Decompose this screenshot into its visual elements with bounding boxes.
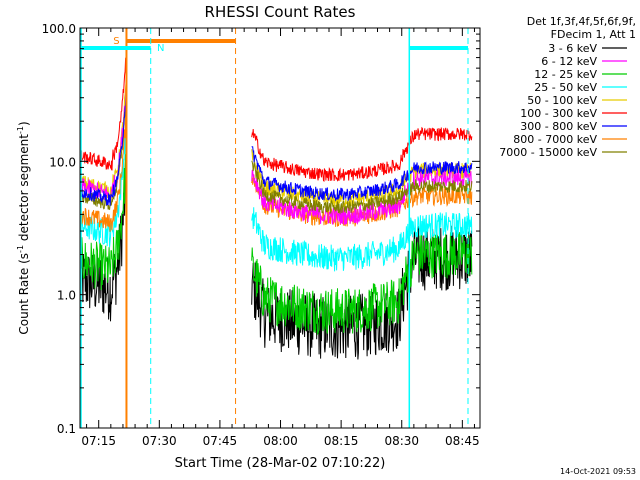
plot-frame: [79, 27, 481, 429]
series-layer: [79, 56, 473, 360]
legend-label-2: 12 - 25 keV: [534, 68, 597, 81]
series-line-5-pre: [79, 56, 127, 171]
legend-label-8: 7000 - 15000 keV: [499, 146, 597, 159]
series-line-2-pre: [79, 152, 127, 291]
chart-title: RHESSI Count Rates: [205, 3, 356, 21]
series-line-1-post: [251, 168, 473, 225]
y-axis-label-tail: detector segment: [17, 134, 31, 245]
series-line-3-post: [251, 207, 473, 272]
series-line-5-post: [251, 126, 473, 182]
x-tick-label: 08:45: [445, 434, 480, 448]
x-tick-label: 07:45: [203, 434, 238, 448]
legend-label-7: 800 - 7000 keV: [513, 133, 597, 146]
y-axis-label: Count Rate (s-1 detector segment-1): [16, 121, 31, 334]
legend-label-5: 100 - 300 keV: [520, 107, 597, 120]
legend-label-0: 3 - 6 keV: [548, 42, 597, 55]
axes-layer: 0.1 1.0 10.0 100.0 07:15 07:30 07:45 08:00 08:15…: [42, 22, 480, 448]
night-label: N: [157, 43, 164, 54]
series-line-7-pre: [79, 111, 127, 232]
x-axis-label: Start Time (28-Mar-02 07:10:22): [175, 456, 386, 471]
footer-timestamp: 14-Oct-2021 09:53: [560, 467, 636, 476]
series-line-2-post: [251, 231, 473, 336]
y-axis-label-sup2: -1: [16, 126, 25, 134]
legend-label-3: 25 - 50 keV: [534, 81, 597, 94]
legend-label-1: 6 - 12 keV: [541, 55, 597, 68]
y-axis-label-main: Count Rate (s: [17, 253, 31, 335]
y-axis-label-end: ): [17, 121, 31, 126]
series-line-0-pre: [79, 155, 127, 322]
legend-label-4: 50 - 100 keV: [527, 94, 597, 107]
series-line-8-post: [251, 160, 473, 215]
attenuator-label: S: [113, 36, 119, 47]
series-line-4-pre: [79, 82, 127, 199]
x-tick-label: 07:15: [81, 434, 116, 448]
legend-label-6: 300 - 800 keV: [520, 120, 597, 133]
y-tick-label: 0.1: [57, 422, 76, 436]
y-tick-label: 1.0: [57, 289, 76, 303]
series-line-3-pre: [79, 115, 127, 248]
annotation-layer: SN: [80, 28, 469, 428]
series-line-6-post: [251, 146, 473, 202]
y-tick-label: 100.0: [42, 22, 76, 36]
series-line-0-post: [251, 225, 473, 360]
legend-header-line-2: FDecim 1, Att 1: [551, 28, 636, 41]
x-tick-label: 08:15: [324, 434, 359, 448]
y-axis-label-sup: -1: [16, 245, 25, 253]
x-tick-label: 07:30: [142, 434, 177, 448]
x-tick-label: 08:00: [263, 434, 298, 448]
legend: Det 1f,3f,4f,5f,6f,9f, FDecim 1, Att 1 3…: [499, 15, 636, 159]
y-tick-label: 10.0: [49, 155, 76, 169]
legend-header-line-1: Det 1f,3f,4f,5f,6f,9f,: [527, 15, 636, 28]
series-line-6-pre: [79, 91, 127, 206]
x-tick-label: 08:30: [384, 434, 419, 448]
